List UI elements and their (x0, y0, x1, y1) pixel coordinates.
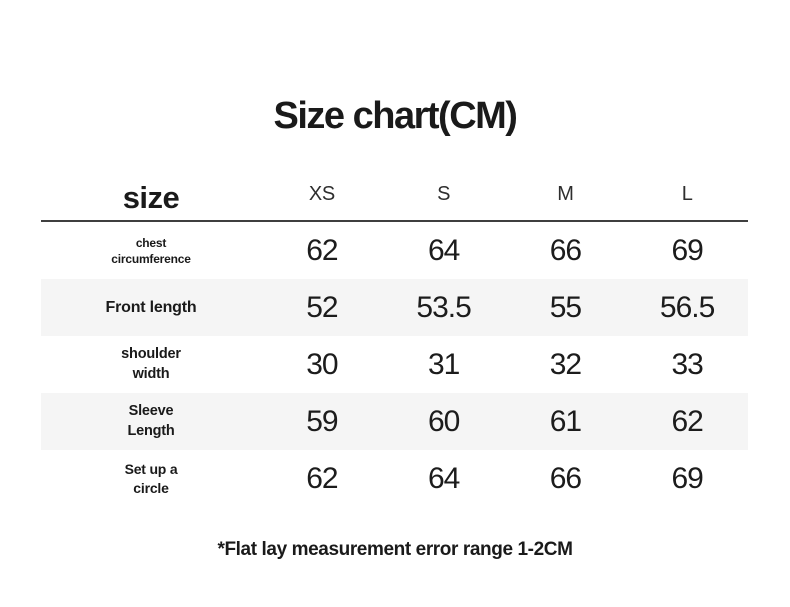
cell-value: 56.5 (659, 290, 715, 324)
table-row-chest-circumference: chest circumference 62 64 66 69 (41, 222, 748, 279)
cell-value: 33 (671, 347, 703, 381)
cell-value: 52 (306, 290, 338, 324)
cell-value: 59 (306, 404, 338, 438)
size-table: size XS S M L chest circumference 62 64 … (41, 168, 748, 507)
cell-value: 31 (427, 347, 460, 381)
row-label: Front length (105, 298, 197, 316)
cell-value: 69 (671, 233, 703, 267)
cell-value: 30 (306, 347, 338, 381)
column-header-s: S (437, 183, 451, 205)
table-row-set-up-a-circle: Set up a circle 62 64 66 69 (41, 450, 748, 507)
column-header-l: L (681, 183, 693, 205)
table-row-sleeve-length: Sleeve Length 59 60 61 62 (41, 393, 748, 450)
cell-value: 55 (549, 290, 582, 324)
cell-value: 32 (549, 347, 582, 381)
row-label: Sleeve Length (127, 403, 175, 439)
cell-value: 60 (427, 404, 460, 438)
measurement-error-footnote: *Flat lay measurement error range 1-2CM (217, 539, 573, 560)
column-header-size: size (122, 180, 180, 215)
cell-value: 69 (671, 461, 703, 495)
cell-value: 62 (671, 404, 703, 438)
table-row-front-length: Front length 52 53.5 55 56.5 (41, 279, 748, 336)
cell-value: 64 (427, 461, 460, 495)
cell-value: 66 (549, 461, 582, 495)
cell-value: 62 (306, 233, 338, 267)
cell-value: 66 (549, 233, 582, 267)
column-header-xs: XS (308, 183, 335, 205)
page-title: Size chart(CM) (273, 95, 518, 137)
table-row-shoulder-width: shoulder width 30 31 32 33 (41, 336, 748, 393)
cell-value: 62 (306, 461, 338, 495)
row-label: chest circumference (111, 235, 191, 266)
column-header-m: M (557, 183, 574, 205)
cell-value: 61 (549, 404, 582, 438)
cell-value: 53.5 (416, 290, 471, 324)
row-label: shoulder width (121, 346, 181, 382)
table-header-row: size XS S M L (41, 168, 748, 222)
cell-value: 64 (427, 233, 460, 267)
row-label: Set up a circle (124, 460, 178, 496)
